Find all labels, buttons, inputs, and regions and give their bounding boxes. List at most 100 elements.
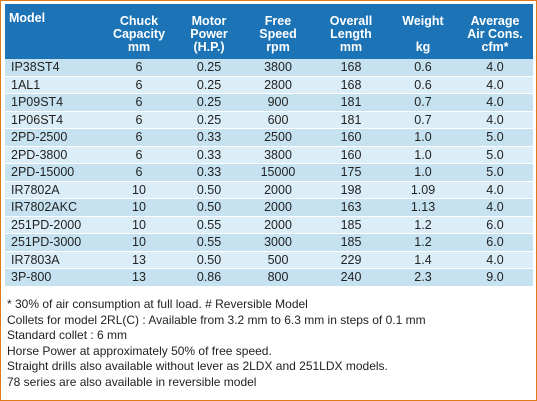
- header-overall-length-line: Length: [330, 27, 372, 41]
- header-chuck-capacity-line: mm: [127, 40, 151, 54]
- cell-free-speed: 2000: [243, 181, 313, 199]
- cell-model: IR7802A: [5, 181, 103, 199]
- cell-chuck-capacity: 10: [103, 233, 175, 252]
- cell-free-speed: 600: [243, 111, 313, 129]
- cell-model: IR7802AKC: [5, 198, 103, 217]
- cell-motor-power: 0.33: [175, 146, 243, 164]
- header-chuck-capacity: Chuck Capacity mm: [103, 4, 175, 59]
- cell-overall-length: 160: [313, 146, 389, 164]
- spec-table-container: Model Chuck Capacity mm Motor Power (H.P.) Free…: [5, 4, 533, 287]
- cell-air-consumption: 6.0: [457, 216, 533, 234]
- header-free-speed-line: Speed: [259, 27, 297, 41]
- table-row: 251PD-2000 10 0.55 2000 185 1.2 6.0: [5, 216, 533, 234]
- cell-free-speed: 2500: [243, 128, 313, 147]
- cell-overall-length: 160: [313, 128, 389, 147]
- table-row: 1P06ST4 6 0.25 600 181 0.7 4.0: [5, 111, 533, 129]
- cell-air-consumption: 5.0: [457, 128, 533, 147]
- cell-air-consumption: 4.0: [457, 251, 533, 269]
- cell-chuck-capacity: 6: [103, 76, 175, 94]
- cell-overall-length: 185: [313, 233, 389, 252]
- cell-free-speed: 15000: [243, 163, 313, 182]
- spec-table-header: Model Chuck Capacity mm Motor Power (H.P.) Free…: [5, 4, 533, 59]
- cell-weight: 1.0: [389, 163, 457, 182]
- cell-air-consumption: 4.0: [457, 181, 533, 199]
- header-weight: Weight kg: [389, 4, 457, 59]
- cell-air-consumption: 4.0: [457, 76, 533, 94]
- header-free-speed: Free Speed rpm: [243, 4, 313, 59]
- footnote-line: * 30% of air consumption at full load. #…: [7, 297, 308, 311]
- header-model: Model: [5, 4, 103, 59]
- header-free-speed-line: rpm: [266, 40, 290, 54]
- cell-weight: 0.6: [389, 59, 457, 77]
- cell-overall-length: 181: [313, 111, 389, 129]
- cell-model: 1P09ST4: [5, 93, 103, 112]
- footnotes: * 30% of air consumption at full load. #…: [7, 297, 531, 391]
- cell-weight: 1.09: [389, 181, 457, 199]
- table-row: 1P09ST4 6 0.25 900 181 0.7 4.0: [5, 93, 533, 112]
- header-chuck-capacity-line: Chuck: [119, 14, 159, 28]
- cell-free-speed: 3000: [243, 233, 313, 252]
- table-row: IR7802AKC 10 0.50 2000 163 1.13 4.0: [5, 198, 533, 217]
- cell-free-speed: 500: [243, 251, 313, 269]
- cell-chuck-capacity: 6: [103, 163, 175, 182]
- cell-model: 1AL1: [5, 76, 103, 94]
- cell-model: 1P06ST4: [5, 111, 103, 129]
- cell-weight: 1.0: [389, 146, 457, 164]
- header-air-consumption-line: Air Cons.: [467, 27, 523, 41]
- header-air-consumption: Average Air Cons. cfm*: [457, 4, 533, 59]
- header-row: Model Chuck Capacity mm Motor Power (H.P.) Free…: [5, 4, 533, 59]
- cell-motor-power: 0.55: [175, 233, 243, 252]
- cell-motor-power: 0.50: [175, 181, 243, 199]
- cell-chuck-capacity: 6: [103, 146, 175, 164]
- cell-air-consumption: 9.0: [457, 268, 533, 287]
- cell-air-consumption: 4.0: [457, 198, 533, 217]
- cell-overall-length: 229: [313, 251, 389, 269]
- table-row: 2PD-2500 6 0.33 2500 160 1.0 5.0: [5, 128, 533, 147]
- cell-air-consumption: 6.0: [457, 233, 533, 252]
- table-row: 3P-800 13 0.86 800 240 2.3 9.0: [5, 268, 533, 287]
- cell-overall-length: 240: [313, 268, 389, 287]
- cell-weight: 1.4: [389, 251, 457, 269]
- header-overall-length: Overall Length mm: [313, 4, 389, 59]
- cell-model: 251PD-2000: [5, 216, 103, 234]
- table-row: IP38ST4 6 0.25 3800 168 0.6 4.0: [5, 59, 533, 77]
- cell-air-consumption: 5.0: [457, 163, 533, 182]
- cell-weight: 1.0: [389, 128, 457, 147]
- header-chuck-capacity-line: Capacity: [112, 27, 166, 41]
- cell-overall-length: 198: [313, 181, 389, 199]
- cell-chuck-capacity: 6: [103, 59, 175, 77]
- cell-free-speed: 900: [243, 93, 313, 112]
- header-overall-length-line: Overall: [329, 14, 373, 28]
- cell-free-speed: 3800: [243, 59, 313, 77]
- table-row: IR7803A 13 0.50 500 229 1.4 4.0: [5, 251, 533, 269]
- cell-overall-length: 163: [313, 198, 389, 217]
- table-row: 2PD-15000 6 0.33 15000 175 1.0 5.0: [5, 163, 533, 182]
- cell-chuck-capacity: 6: [103, 111, 175, 129]
- footnote-line: 78 series are also available in reversib…: [7, 374, 257, 389]
- cell-weight: 0.6: [389, 76, 457, 94]
- cell-overall-length: 185: [313, 216, 389, 234]
- cell-air-consumption: 4.0: [457, 59, 533, 77]
- cell-model: IP38ST4: [5, 59, 103, 77]
- header-motor-power: Motor Power (H.P.): [175, 4, 243, 59]
- header-motor-power-line: Power: [190, 27, 228, 41]
- cell-chuck-capacity: 10: [103, 216, 175, 234]
- footnote-line: Horse Power at approximately 50% of free…: [7, 343, 272, 358]
- spec-table: Model Chuck Capacity mm Motor Power (H.P.) Free…: [5, 4, 533, 287]
- footnote-line: Standard collet : 6 mm: [7, 328, 128, 343]
- cell-weight: 1.2: [389, 216, 457, 234]
- cell-motor-power: 0.50: [175, 251, 243, 269]
- header-weight-line: Weight: [402, 14, 444, 28]
- cell-motor-power: 0.25: [175, 111, 243, 129]
- cell-overall-length: 181: [313, 93, 389, 112]
- cell-free-speed: 2800: [243, 76, 313, 94]
- cell-chuck-capacity: 6: [103, 128, 175, 147]
- cell-chuck-capacity: 13: [103, 251, 175, 269]
- cell-motor-power: 0.25: [175, 59, 243, 77]
- cell-air-consumption: 5.0: [457, 146, 533, 164]
- header-model-line: Model: [9, 11, 46, 25]
- cell-model: 2PD-15000: [5, 163, 103, 182]
- cell-motor-power: 0.86: [175, 268, 243, 287]
- cell-chuck-capacity: 13: [103, 268, 175, 287]
